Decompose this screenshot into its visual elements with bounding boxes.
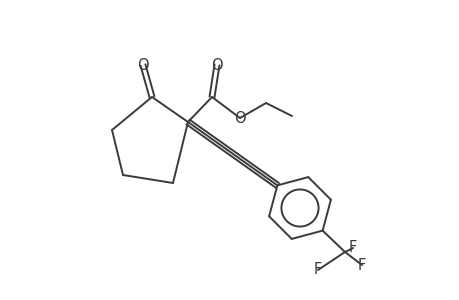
Text: F: F: [348, 241, 356, 256]
Text: F: F: [357, 257, 365, 272]
Text: O: O: [211, 58, 222, 73]
Text: F: F: [313, 262, 321, 278]
Text: O: O: [234, 110, 245, 125]
Text: O: O: [137, 58, 149, 73]
